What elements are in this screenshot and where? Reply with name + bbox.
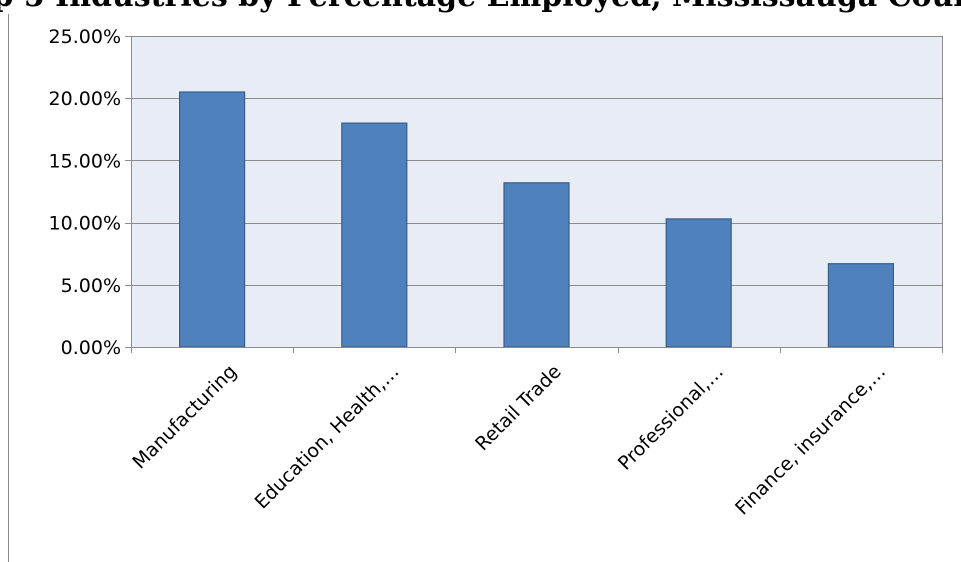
bar bbox=[503, 182, 570, 348]
y-tick-label: 15.00% bbox=[49, 150, 121, 172]
bar bbox=[341, 122, 408, 348]
bars bbox=[179, 91, 895, 348]
chart-title: Top 5 Industries by Percentage Employed,… bbox=[0, 0, 961, 14]
bar bbox=[179, 91, 246, 348]
y-tick-label: 0.00% bbox=[61, 337, 121, 359]
bar bbox=[827, 263, 895, 348]
bar bbox=[665, 218, 732, 348]
y-tick-label: 5.00% bbox=[61, 275, 121, 297]
y-tick-label: 25.00% bbox=[49, 26, 121, 48]
y-tick-label: 20.00% bbox=[49, 88, 121, 110]
y-tick-label: 10.00% bbox=[49, 213, 121, 235]
axes bbox=[125, 36, 943, 353]
